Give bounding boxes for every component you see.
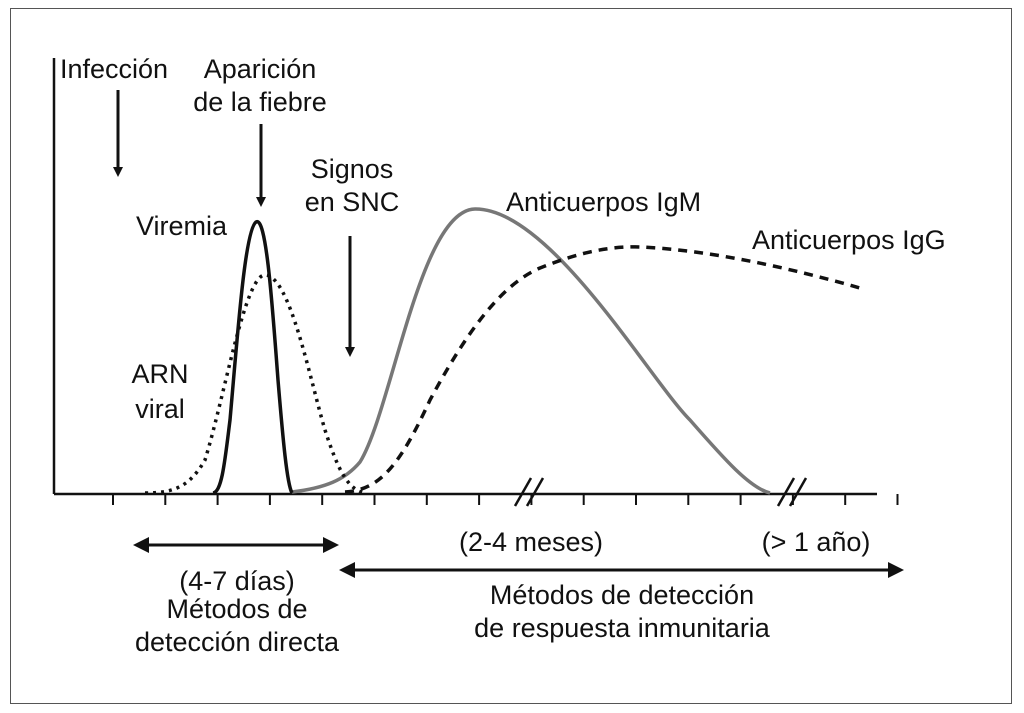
label-signos-line1: Signos (311, 154, 394, 184)
label-dias: (4-7 días) (179, 566, 295, 596)
curve-arn-viral (144, 273, 366, 495)
label-arn-line2: viral (135, 394, 185, 424)
label-inmune-line2: de respuesta inmunitaria (474, 613, 771, 643)
label-aparicion-line2: de la fiebre (193, 87, 327, 117)
label-infeccion: Infección (60, 54, 168, 84)
label-aparicion-line1: Aparición (204, 54, 317, 84)
x-axis-ticks (112, 494, 899, 505)
label-arn-line1: ARN (131, 359, 188, 389)
label-directa-line2: detección directa (135, 627, 340, 657)
curve-viremia (212, 220, 294, 495)
axis-break-1 (513, 477, 545, 507)
label-directa-line1: Métodos de (166, 594, 307, 624)
directa-period-arrow (133, 537, 339, 553)
curve-igm (291, 207, 771, 495)
label-igg: Anticuerpos IgG (752, 225, 946, 255)
label-signos-line2: en SNC (305, 187, 400, 217)
label-anio: (> 1 año) (762, 527, 871, 557)
label-viremia: Viremia (136, 211, 228, 241)
inmune-period-arrow (339, 562, 904, 578)
curve-igg (344, 245, 861, 494)
figure-frame (10, 8, 1012, 704)
label-inmune-line1: Métodos de detección (490, 580, 754, 610)
axis-break-2 (776, 477, 808, 507)
label-meses: (2-4 meses) (459, 527, 603, 557)
label-igm: Anticuerpos IgM (506, 187, 701, 217)
